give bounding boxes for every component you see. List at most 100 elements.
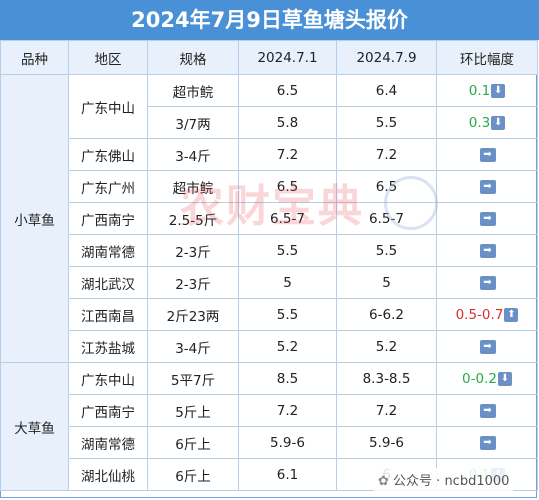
price-jul9-cell: 5 <box>336 266 437 299</box>
price-jul1-cell: 5.8 <box>238 106 337 139</box>
wechat-icon: ✿ <box>378 474 389 489</box>
change-cell: ➡ <box>436 234 538 267</box>
change-cell: 0.1⬇ <box>436 74 538 107</box>
price-jul9-cell: 5.9-6 <box>336 426 437 459</box>
price-jul1-cell: 6.1 <box>238 458 337 491</box>
arrow-down-icon: ⬇ <box>491 115 506 130</box>
change-value: 0.5-0.7 <box>455 306 504 323</box>
price-jul1-cell: 6.5 <box>238 74 337 107</box>
region-cell: 广东广州 <box>68 170 148 203</box>
region-cell: 江西南昌 <box>68 298 148 331</box>
header-spec: 规格 <box>147 40 239 75</box>
price-jul9-cell: 8.3-8.5 <box>336 362 437 395</box>
region-cell: 广东中山 <box>68 362 148 395</box>
arrow-up-icon: ⬆ <box>504 307 519 322</box>
region-cell: 湖南常德 <box>68 426 148 459</box>
change-cell: ➡ <box>436 426 538 459</box>
footer-text: 公众号 · ncbd1000 <box>393 474 510 489</box>
price-jul1-cell: 6.5-7 <box>238 202 337 235</box>
price-jul9-cell: 6.4 <box>336 74 437 107</box>
price-jul1-cell: 5.5 <box>238 298 337 331</box>
change-cell: 0.5-0.7 ⬆ <box>436 298 538 331</box>
table-row: 湖南常德 2-3斤 5.5 5.5 ➡ <box>1 234 538 267</box>
category-big-grass-carp: 大草鱼 <box>0 362 69 491</box>
spec-cell: 6斤上 <box>147 426 239 459</box>
change-cell: ➡ <box>436 202 538 235</box>
spec-cell: 3-4斤 <box>147 138 239 171</box>
header-row: 品种 地区 规格 2024.7.1 2024.7.9 环比幅度 <box>0 40 538 75</box>
header-date2: 2024.7.9 <box>336 40 437 75</box>
table-row: 小草鱼 广东中山 超市鲩 6.5 6.4 0.1 ⬇ <box>0 74 538 363</box>
table-row: 广东广州 超市鲩 6.5 6.5 ➡ <box>1 170 538 203</box>
price-jul9-cell: 5.5 <box>336 234 437 267</box>
spec-cell: 超市鲩 <box>147 170 239 203</box>
header-region: 地区 <box>68 40 148 75</box>
change-value: 0.1 <box>468 82 491 99</box>
table-row: 江西南昌 2斤23两 5.5 6-6.2 0.5-0.7 ⬆ <box>1 298 538 331</box>
change-cell: 0.3 ⬇ <box>436 106 538 139</box>
arrow-right-icon: ➡ <box>479 403 496 418</box>
footer-credit: ✿ 公众号 · ncbd1000 <box>374 468 514 491</box>
spec-cell: 5平7斤 <box>147 362 239 395</box>
price-jul9-cell: 6-6.2 <box>336 298 437 331</box>
category-small-grass-carp: 小草鱼 <box>0 74 69 363</box>
change-cell: ➡ <box>436 266 538 299</box>
table-row: 江苏盐城 3-4斤 5.2 5.2 ➡ <box>1 330 538 363</box>
price-table: 品种 地区 规格 2024.7.1 2024.7.9 环比幅度 小草鱼 广东中山超… <box>0 40 538 491</box>
price-jul9-cell: 7.2 <box>336 138 437 171</box>
arrow-down-icon: ⬇ <box>491 83 506 98</box>
header-change: 环比幅度 <box>436 40 538 75</box>
header-date1: 2024.7.1 <box>238 40 337 75</box>
change-cell: ➡ <box>436 330 538 363</box>
price-jul1-cell: 6.5 <box>238 170 337 203</box>
spec-cell: 3-4斤 <box>147 330 239 363</box>
table-row: 广东佛山 3-4斤 7.2 7.2 ➡ <box>1 138 538 171</box>
spec-cell: 6斤上 <box>147 458 239 491</box>
price-jul9-cell: 6.5-7 <box>336 202 437 235</box>
price-jul1-cell: 7.2 <box>238 138 337 171</box>
spec-cell: 2-3斤 <box>147 266 239 299</box>
change-cell: 0-0.2 ⬇ <box>436 362 538 395</box>
price-jul1-cell: 5.9-6 <box>238 426 337 459</box>
price-jul9-cell: 7.2 <box>336 394 437 427</box>
region-cell: 广东佛山 <box>68 138 148 171</box>
price-jul1-cell: 5 <box>238 266 337 299</box>
change-value: 0-0.2 <box>462 370 497 387</box>
spec-cell: 3/7两 <box>147 106 239 139</box>
table-row: 3/7两 5.8 5.5 0.3 ⬇ <box>1 106 538 139</box>
spec-cell: 超市鲩 <box>147 74 239 107</box>
price-jul1-cell: 5.2 <box>238 330 337 363</box>
price-jul9-cell: 6.5 <box>336 170 437 203</box>
change-cell: ➡ <box>436 394 538 427</box>
table-row: 广西南宁 5斤上 7.2 7.2 ➡ <box>1 394 538 427</box>
change-value: 0.3 <box>468 114 491 131</box>
spec-cell: 5斤上 <box>147 394 239 427</box>
arrow-right-icon: ➡ <box>479 435 496 450</box>
region-cell: 广西南宁 <box>68 202 148 235</box>
price-jul9-cell: 5.5 <box>336 106 437 139</box>
region-cell: 广西南宁 <box>68 394 148 427</box>
price-jul9-cell: 5.2 <box>336 330 437 363</box>
table-row: 广西南宁 2.5-5斤 6.5-7 6.5-7 ➡ <box>1 202 538 235</box>
region-cell: 江苏盐城 <box>68 330 148 363</box>
table-row: 大草鱼 广东中山 5平7斤 8.5 8.3-8.5 0-0.2 ⬇ <box>0 362 538 491</box>
arrow-right-icon: ➡ <box>479 211 496 226</box>
spec-cell: 2斤23两 <box>147 298 239 331</box>
arrow-right-icon: ➡ <box>479 275 496 290</box>
price-jul1-cell: 5.5 <box>238 234 337 267</box>
header-variety: 品种 <box>0 40 69 75</box>
spec-cell: 2-3斤 <box>147 234 239 267</box>
region-cell: 湖北武汉 <box>68 266 148 299</box>
region-cell: 湖北仙桃 <box>68 458 148 491</box>
price-jul1-cell: 8.5 <box>238 362 337 395</box>
arrow-right-icon: ➡ <box>479 147 496 162</box>
table-row: 湖北武汉 2-3斤 5 5 ➡ <box>1 266 538 299</box>
page-title: 2024年7月9日草鱼塘头报价 <box>0 0 539 40</box>
change-cell: ➡ <box>436 138 538 171</box>
arrow-right-icon: ➡ <box>479 339 496 354</box>
arrow-right-icon: ➡ <box>479 243 496 258</box>
region-cell: 广东中山 <box>68 74 148 139</box>
arrow-right-icon: ➡ <box>479 179 496 194</box>
spec-cell: 2.5-5斤 <box>147 202 239 235</box>
table-row: 湖南常德 6斤上 5.9-6 5.9-6 ➡ <box>1 426 538 459</box>
